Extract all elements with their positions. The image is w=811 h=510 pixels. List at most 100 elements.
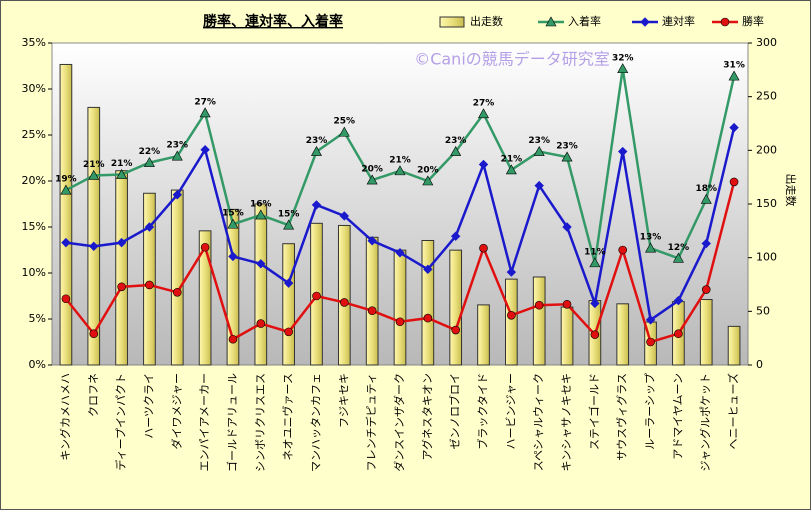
marker — [640, 17, 650, 27]
marker — [450, 145, 462, 156]
x-tick-label: キングカメハメハ — [58, 373, 72, 461]
marker — [227, 218, 239, 229]
marker — [145, 280, 154, 290]
marker — [172, 288, 182, 297]
marker — [310, 145, 322, 156]
marker — [562, 299, 572, 309]
marker — [617, 63, 629, 74]
y2-tick-label: 250 — [756, 90, 777, 103]
bar — [59, 63, 73, 366]
data-label: 13% — [640, 233, 662, 243]
legend-label: 出走数 — [470, 14, 503, 28]
marker — [423, 313, 433, 323]
marker — [423, 264, 433, 275]
bar — [254, 203, 268, 366]
data-label: 23% — [556, 142, 578, 152]
y-tick-label: 10% — [22, 266, 46, 279]
marker — [340, 298, 349, 307]
legend-label: 連対率 — [662, 14, 695, 28]
marker — [701, 238, 711, 249]
marker — [673, 295, 684, 306]
marker — [395, 317, 405, 327]
y2-tick-label: 100 — [756, 251, 777, 264]
bar — [226, 208, 240, 366]
y-tick-label: 5% — [29, 312, 46, 325]
marker — [172, 190, 182, 200]
marker — [200, 242, 210, 252]
bar — [699, 299, 713, 366]
x-tick-label: アグネスタキオン — [420, 373, 434, 460]
data-label: 21% — [83, 160, 105, 170]
bar — [170, 189, 184, 366]
marker — [171, 150, 183, 161]
y2-tick-label: 0 — [756, 358, 763, 371]
data-label: 15% — [222, 209, 244, 219]
x-tick-label: フレンチデピュティ — [364, 373, 378, 471]
x-tick-label: ゴールドアリュール — [225, 373, 239, 472]
watermark: ©Caniの競馬データ研究室 — [414, 50, 610, 69]
data-label: 20% — [361, 165, 383, 175]
y2-tick-label: 300 — [756, 36, 777, 49]
y2-tick-label: 200 — [756, 143, 777, 156]
marker — [61, 294, 71, 304]
marker — [311, 200, 322, 210]
marker — [646, 337, 655, 347]
marker — [478, 159, 489, 170]
marker — [590, 298, 600, 309]
x-tick-label: クロフネ — [87, 373, 100, 417]
bar — [505, 278, 518, 366]
x-tick-label: エンパイアメーカー — [198, 373, 211, 471]
bar — [393, 249, 407, 366]
marker — [450, 231, 461, 241]
bar — [560, 306, 574, 366]
data-label: 21% — [111, 159, 133, 169]
y2-tick-label: 50 — [756, 304, 770, 317]
data-label: 21% — [501, 154, 523, 164]
x-tick-label: アドマイヤムーン — [671, 373, 684, 460]
data-label: 21% — [389, 155, 411, 165]
x-tick-label: ダンスインザダーク — [392, 373, 406, 472]
marker — [728, 70, 740, 81]
data-label: 27% — [473, 98, 495, 108]
x-tick-label: フジキセキ — [337, 373, 350, 428]
marker — [367, 306, 377, 316]
x-tick-label: ジャングルポケット — [698, 373, 712, 471]
marker — [89, 329, 99, 339]
marker — [116, 237, 127, 248]
x-tick-label: ネオユニヴァース — [281, 373, 295, 460]
x-tick-label: ダイワメジャー — [169, 373, 183, 449]
marker — [199, 107, 211, 118]
data-label: 23% — [528, 136, 550, 146]
data-label: 19% — [55, 175, 77, 185]
marker — [422, 175, 434, 186]
data-label: 11% — [584, 247, 606, 257]
marker — [228, 251, 238, 262]
marker — [338, 126, 350, 137]
x-tick-label: ハーツクライ — [142, 373, 155, 439]
bar — [87, 106, 101, 366]
marker — [143, 156, 155, 167]
marker — [394, 165, 406, 176]
marker — [534, 180, 544, 191]
marker — [228, 334, 238, 344]
x-tick-label: ステイゴールド — [587, 373, 601, 450]
bar — [282, 243, 295, 366]
marker — [200, 145, 210, 155]
x-tick-label: ハービンジャー — [504, 373, 517, 449]
chart-title: 勝率、連対率、入着率 — [203, 13, 343, 30]
marker — [729, 177, 739, 187]
y-tick-label: 35% — [22, 36, 46, 49]
marker — [729, 122, 739, 133]
marker — [674, 329, 683, 339]
y2-axis-label: 出走数 — [784, 174, 798, 207]
marker — [562, 222, 572, 232]
bar — [616, 303, 630, 366]
data-label: 25% — [334, 117, 356, 127]
marker — [720, 17, 730, 27]
marker — [590, 330, 600, 339]
y-tick-label: 25% — [22, 128, 46, 141]
x-tick-label: ヘニーヒューズ — [726, 373, 740, 449]
marker — [61, 237, 71, 248]
marker — [255, 209, 267, 220]
